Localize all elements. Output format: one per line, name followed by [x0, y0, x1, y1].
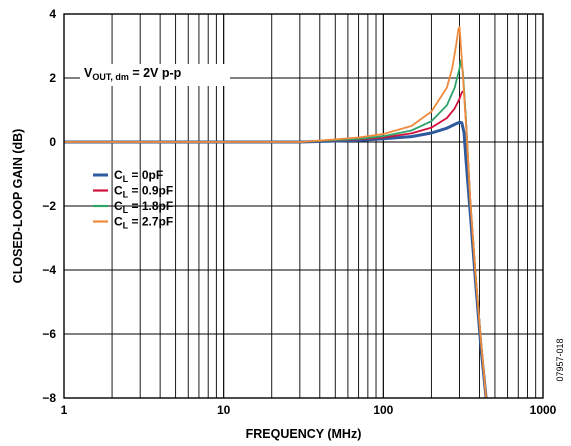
series-line	[64, 89, 487, 399]
figure-code: 07957-018	[555, 338, 565, 381]
condition-annotation: VOUT, dm = 2V p-p	[80, 64, 230, 86]
legend-label-subscript: L	[123, 190, 129, 200]
annotation-rest: = 2V p-p	[129, 66, 182, 80]
plot-frame	[63, 13, 544, 399]
legend-label-rest: = 2.7pF	[128, 215, 173, 229]
y-tick-label: −4	[42, 263, 56, 277]
legend-label: CL = 0.9pF	[114, 184, 173, 200]
x-axis-title: FREQUENCY (MHz)	[246, 427, 362, 441]
legend-label-rest: = 0pF	[128, 168, 163, 182]
x-tick-label: 1	[61, 403, 68, 417]
y-tick-label: −6	[42, 327, 56, 341]
legend-label-rest: = 1.8pF	[128, 199, 173, 213]
x-tick-label: 1000	[530, 403, 557, 417]
annotation-subscript: OUT, dm	[92, 72, 129, 82]
x-tick-labels: 1 10 100 1000	[61, 403, 557, 417]
legend-label-main: C	[114, 184, 123, 198]
legend-label-main: C	[114, 215, 123, 229]
legend-label: CL = 2.7pF	[114, 215, 173, 231]
x-tick-label: 100	[373, 403, 393, 417]
legend-label-main: C	[114, 199, 123, 213]
y-tick-label: −8	[42, 391, 56, 405]
y-tick-label: 2	[49, 71, 56, 85]
y-tick-label: 4	[49, 7, 56, 21]
legend-label-main: C	[114, 168, 123, 182]
annotation-text: VOUT, dm = 2V p-p	[84, 66, 182, 82]
series-layer	[64, 25, 488, 399]
x-tick-label: 10	[217, 403, 231, 417]
legend-label-subscript: L	[123, 221, 129, 231]
legend-label: CL = 0pF	[114, 168, 163, 184]
y-tick-labels: 4 2 0 −2 −4 −6 −8	[42, 7, 56, 405]
legend-label-subscript: L	[123, 174, 129, 184]
series-line	[64, 120, 488, 399]
series-line	[64, 25, 487, 399]
y-tick-label: −2	[42, 199, 56, 213]
y-axis-title: CLOSED-LOOP GAIN (dB)	[11, 129, 25, 284]
legend-label-rest: = 0.9pF	[128, 184, 173, 198]
annotation-background	[80, 64, 230, 86]
legend-label: CL = 1.8pF	[114, 199, 173, 215]
legend-label-subscript: L	[123, 205, 129, 215]
y-tick-label: 0	[49, 135, 56, 149]
annotation-main: V	[84, 66, 93, 80]
